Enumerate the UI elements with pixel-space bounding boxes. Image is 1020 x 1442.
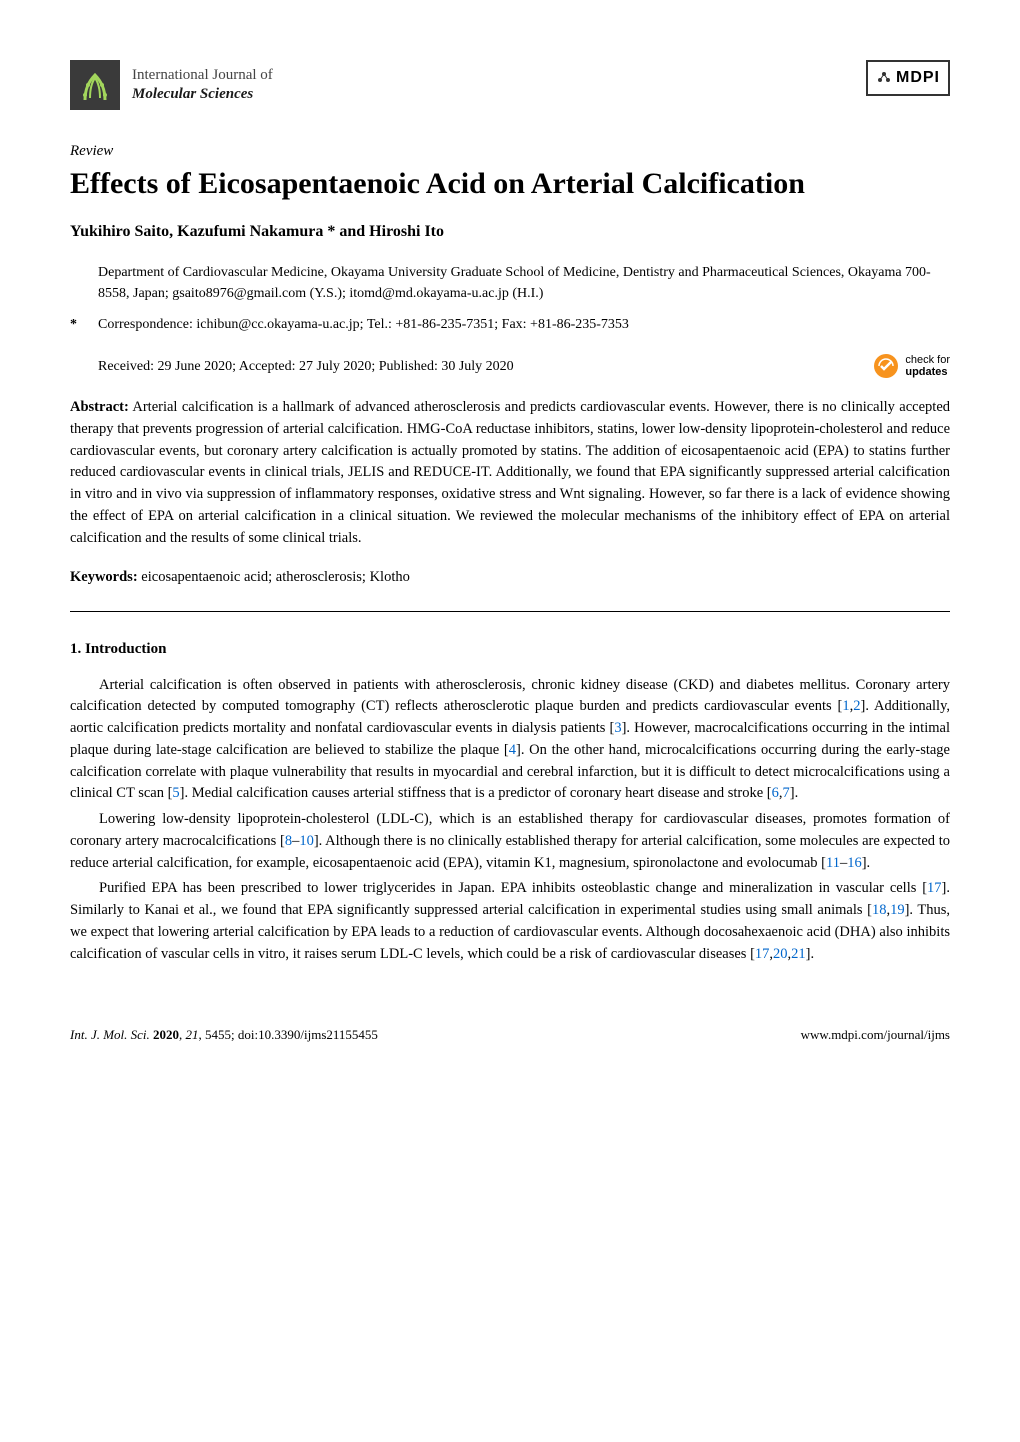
journal-logo-icon xyxy=(70,60,120,110)
check-updates-icon xyxy=(873,353,899,379)
ref-8[interactable]: 8 xyxy=(285,833,292,849)
ref-17a[interactable]: 17 xyxy=(927,880,942,896)
footer-url[interactable]: www.mdpi.com/journal/ijms xyxy=(801,1027,950,1042)
ref-20[interactable]: 20 xyxy=(773,946,788,962)
footer: Int. J. Mol. Sci. 2020, 21, 5455; doi:10… xyxy=(70,1025,950,1045)
ref-17b[interactable]: 17 xyxy=(755,946,770,962)
ref-21[interactable]: 21 xyxy=(791,946,806,962)
ref-6[interactable]: 6 xyxy=(772,785,779,801)
ref-11[interactable]: 11 xyxy=(826,855,840,871)
keywords-label: Keywords: xyxy=(70,569,138,585)
ref-10[interactable]: 10 xyxy=(299,833,314,849)
check-updates-line2: updates xyxy=(905,366,950,378)
correspondence-label: * xyxy=(70,314,98,335)
footer-rest: , 5455; doi:10.3390/ijms21155455 xyxy=(199,1027,378,1042)
ref-4[interactable]: 4 xyxy=(509,742,516,758)
abstract: Abstract: Arterial calcification is a ha… xyxy=(70,397,950,549)
footer-year: 2020 xyxy=(153,1027,179,1042)
affiliation-text: Department of Cardiovascular Medicine, O… xyxy=(98,265,931,301)
publisher-logo: MDPI xyxy=(866,60,950,96)
article-title: Effects of Eicosapentaenoic Acid on Arte… xyxy=(70,165,950,203)
publisher-name: MDPI xyxy=(896,66,940,90)
journal-name-line2: Molecular Sciences xyxy=(132,85,273,105)
dates-row: Received: 29 June 2020; Accepted: 27 Jul… xyxy=(98,353,950,379)
journal-block: International Journal of Molecular Scien… xyxy=(70,60,273,110)
journal-name-line1: International Journal of xyxy=(132,66,273,86)
check-updates-badge[interactable]: check for updates xyxy=(873,353,950,379)
ref-19[interactable]: 19 xyxy=(890,902,905,918)
ref-5[interactable]: 5 xyxy=(172,785,179,801)
affiliation: Department of Cardiovascular Medicine, O… xyxy=(98,262,950,304)
article-type: Review xyxy=(70,140,950,163)
keywords: Keywords: eicosapentaenoic acid; atheros… xyxy=(70,567,950,589)
check-updates-text: check for updates xyxy=(905,354,950,378)
mdpi-tree-icon xyxy=(876,70,892,86)
check-updates-line1: check for xyxy=(905,354,950,366)
section-heading-intro: 1. Introduction xyxy=(70,638,950,661)
journal-name: International Journal of Molecular Scien… xyxy=(132,66,273,105)
ref-7[interactable]: 7 xyxy=(783,785,790,801)
dates-text: Received: 29 June 2020; Accepted: 27 Jul… xyxy=(98,356,514,377)
intro-para-2: Lowering low-density lipoprotein-cholest… xyxy=(70,809,950,874)
abstract-label: Abstract: xyxy=(70,399,129,415)
abstract-text: Arterial calcification is a hallmark of … xyxy=(70,399,950,546)
ref-3[interactable]: 3 xyxy=(614,720,621,736)
separator xyxy=(70,611,950,612)
correspondence: *Correspondence: ichibun@cc.okayama-u.ac… xyxy=(98,314,950,335)
keywords-text: eicosapentaenoic acid; atherosclerosis; … xyxy=(141,569,410,585)
intro-para-3: Purified EPA has been prescribed to lowe… xyxy=(70,878,950,965)
footer-journal: Int. J. Mol. Sci. xyxy=(70,1027,150,1042)
footer-vol: 21 xyxy=(186,1027,199,1042)
footer-right: www.mdpi.com/journal/ijms xyxy=(801,1025,950,1045)
ref-18[interactable]: 18 xyxy=(872,902,887,918)
authors: Yukihiro Saito, Kazufumi Nakamura * and … xyxy=(70,220,950,244)
footer-left: Int. J. Mol. Sci. 2020, 21, 5455; doi:10… xyxy=(70,1025,378,1045)
intro-para-1: Arterial calcification is often observed… xyxy=(70,675,950,806)
header-row: International Journal of Molecular Scien… xyxy=(70,60,950,110)
ref-16[interactable]: 16 xyxy=(847,855,862,871)
correspondence-text: Correspondence: ichibun@cc.okayama-u.ac.… xyxy=(98,317,629,332)
ref-1[interactable]: 1 xyxy=(842,698,849,714)
